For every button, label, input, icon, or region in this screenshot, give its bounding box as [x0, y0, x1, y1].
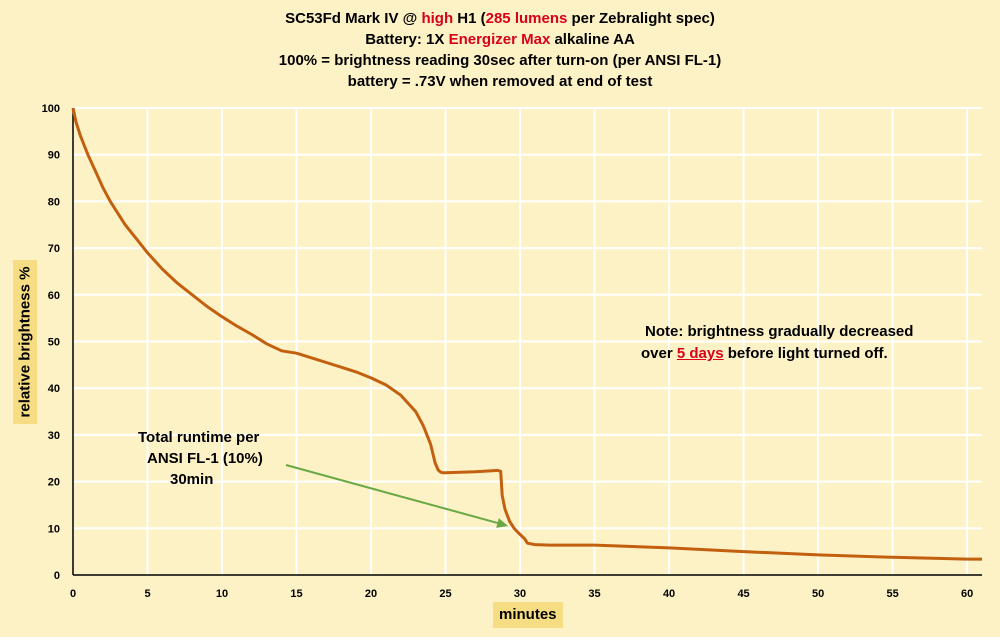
y-tick-label: 100: [42, 103, 60, 115]
x-tick-label: 30: [514, 588, 526, 600]
y-axis-label: relative brightness %: [16, 266, 34, 418]
axes: [72, 108, 982, 576]
note-annotation-line-1: Note: brightness gradually decreased: [645, 323, 914, 340]
runtime-arrow: [285, 464, 509, 528]
x-axis-label: minutes: [493, 602, 563, 628]
note-annotation-line-2: over 5 days before light turned off.: [641, 345, 888, 362]
y-tick-label: 90: [48, 150, 60, 162]
y-tick-label: 10: [48, 523, 60, 535]
x-tick-label: 60: [961, 588, 973, 600]
y-tick-labels: 0 10 20 30 40 50 60 70 80 90 100: [42, 103, 60, 582]
x-tick-labels: 0 5 10 15 20 25 30 35 40 45 50 55 60: [70, 588, 973, 600]
chart-title: SC53Fd Mark IV @ high H1 (285 lumens per…: [0, 8, 1000, 92]
x-tick-label: 50: [812, 588, 824, 600]
x-tick-label: 45: [737, 588, 749, 600]
x-tick-label: 15: [290, 588, 302, 600]
runtime-annotation-line-2: ANSI FL-1 (10%): [147, 450, 263, 467]
x-tick-label: 40: [663, 588, 675, 600]
y-tick-label: 70: [48, 243, 60, 255]
y-axis-label-box: [13, 260, 37, 424]
runtime-annotation-line-3: 30min: [170, 471, 214, 488]
x-tick-label: 25: [439, 588, 451, 600]
x-tick-label: 55: [886, 588, 898, 600]
x-tick-label: 10: [216, 588, 228, 600]
arrow-head: [496, 518, 509, 528]
title-line-2: Battery: 1X Energizer Max alkaline AA: [365, 31, 635, 48]
y-tick-label: 60: [48, 290, 60, 302]
y-tick-label: 40: [48, 383, 60, 395]
title-line-3: 100% = brightness reading 30sec after tu…: [278, 52, 722, 69]
y-tick-label: 50: [48, 337, 60, 349]
y-tick-label: 30: [48, 430, 60, 442]
y-tick-label: 0: [54, 570, 60, 582]
runtime-annotation-line-1: Total runtime per: [138, 429, 260, 446]
x-tick-label: 35: [588, 588, 600, 600]
y-tick-label: 20: [48, 477, 60, 489]
x-tick-label: 5: [144, 588, 150, 600]
x-tick-label: 20: [365, 588, 377, 600]
grid-lines: [73, 107, 982, 575]
x-tick-label: 0: [70, 588, 76, 600]
title-line-4: battery = .73V when removed at end of te…: [347, 73, 653, 90]
arrow-shaft: [285, 464, 501, 525]
y-tick-label: 80: [48, 196, 60, 208]
five-days-highlight: 5 days: [676, 345, 724, 362]
title-line-1: SC53Fd Mark IV @ high H1 (285 lumens per…: [285, 10, 715, 27]
series-line: [71, 107, 982, 561]
